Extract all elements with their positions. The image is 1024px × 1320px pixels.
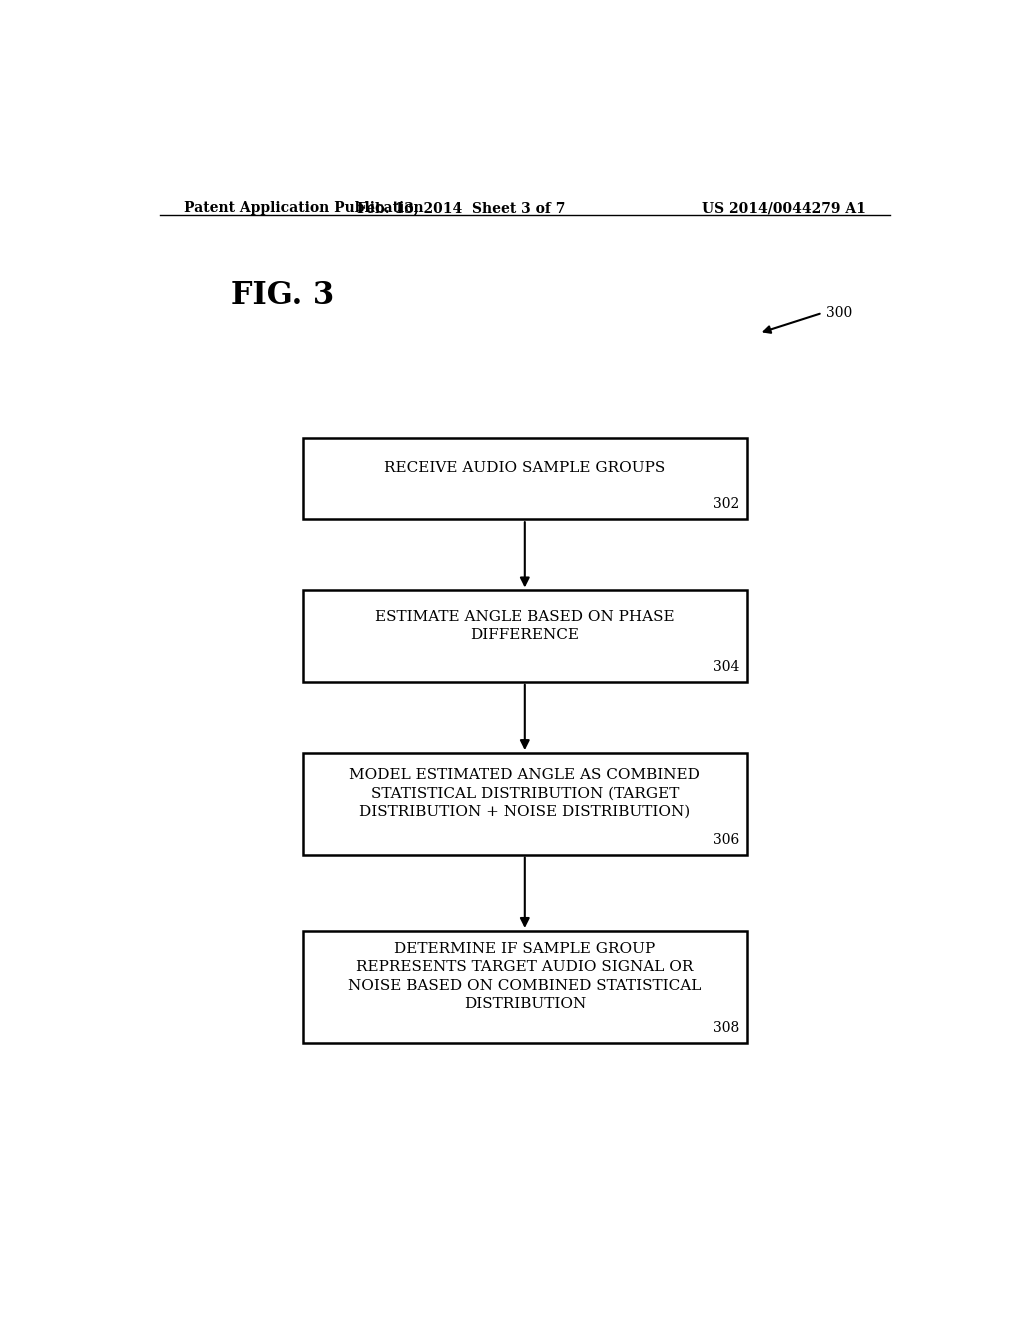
Text: ESTIMATE ANGLE BASED ON PHASE
DIFFERENCE: ESTIMATE ANGLE BASED ON PHASE DIFFERENCE xyxy=(375,610,675,642)
FancyBboxPatch shape xyxy=(303,590,748,682)
Text: 306: 306 xyxy=(713,833,739,846)
Text: MODEL ESTIMATED ANGLE AS COMBINED
STATISTICAL DISTRIBUTION (TARGET
DISTRIBUTION : MODEL ESTIMATED ANGLE AS COMBINED STATIS… xyxy=(349,768,700,818)
Text: 300: 300 xyxy=(826,306,853,319)
Text: RECEIVE AUDIO SAMPLE GROUPS: RECEIVE AUDIO SAMPLE GROUPS xyxy=(384,462,666,475)
Text: 308: 308 xyxy=(713,1020,739,1035)
Text: 302: 302 xyxy=(713,498,739,511)
FancyBboxPatch shape xyxy=(303,931,748,1043)
Text: Patent Application Publication: Patent Application Publication xyxy=(183,201,423,215)
FancyBboxPatch shape xyxy=(303,438,748,519)
FancyBboxPatch shape xyxy=(303,752,748,854)
Text: US 2014/0044279 A1: US 2014/0044279 A1 xyxy=(702,201,866,215)
Text: FIG. 3: FIG. 3 xyxy=(231,280,335,312)
Text: DETERMINE IF SAMPLE GROUP
REPRESENTS TARGET AUDIO SIGNAL OR
NOISE BASED ON COMBI: DETERMINE IF SAMPLE GROUP REPRESENTS TAR… xyxy=(348,942,701,1011)
Text: Feb. 13, 2014  Sheet 3 of 7: Feb. 13, 2014 Sheet 3 of 7 xyxy=(357,201,565,215)
Text: 304: 304 xyxy=(713,660,739,673)
